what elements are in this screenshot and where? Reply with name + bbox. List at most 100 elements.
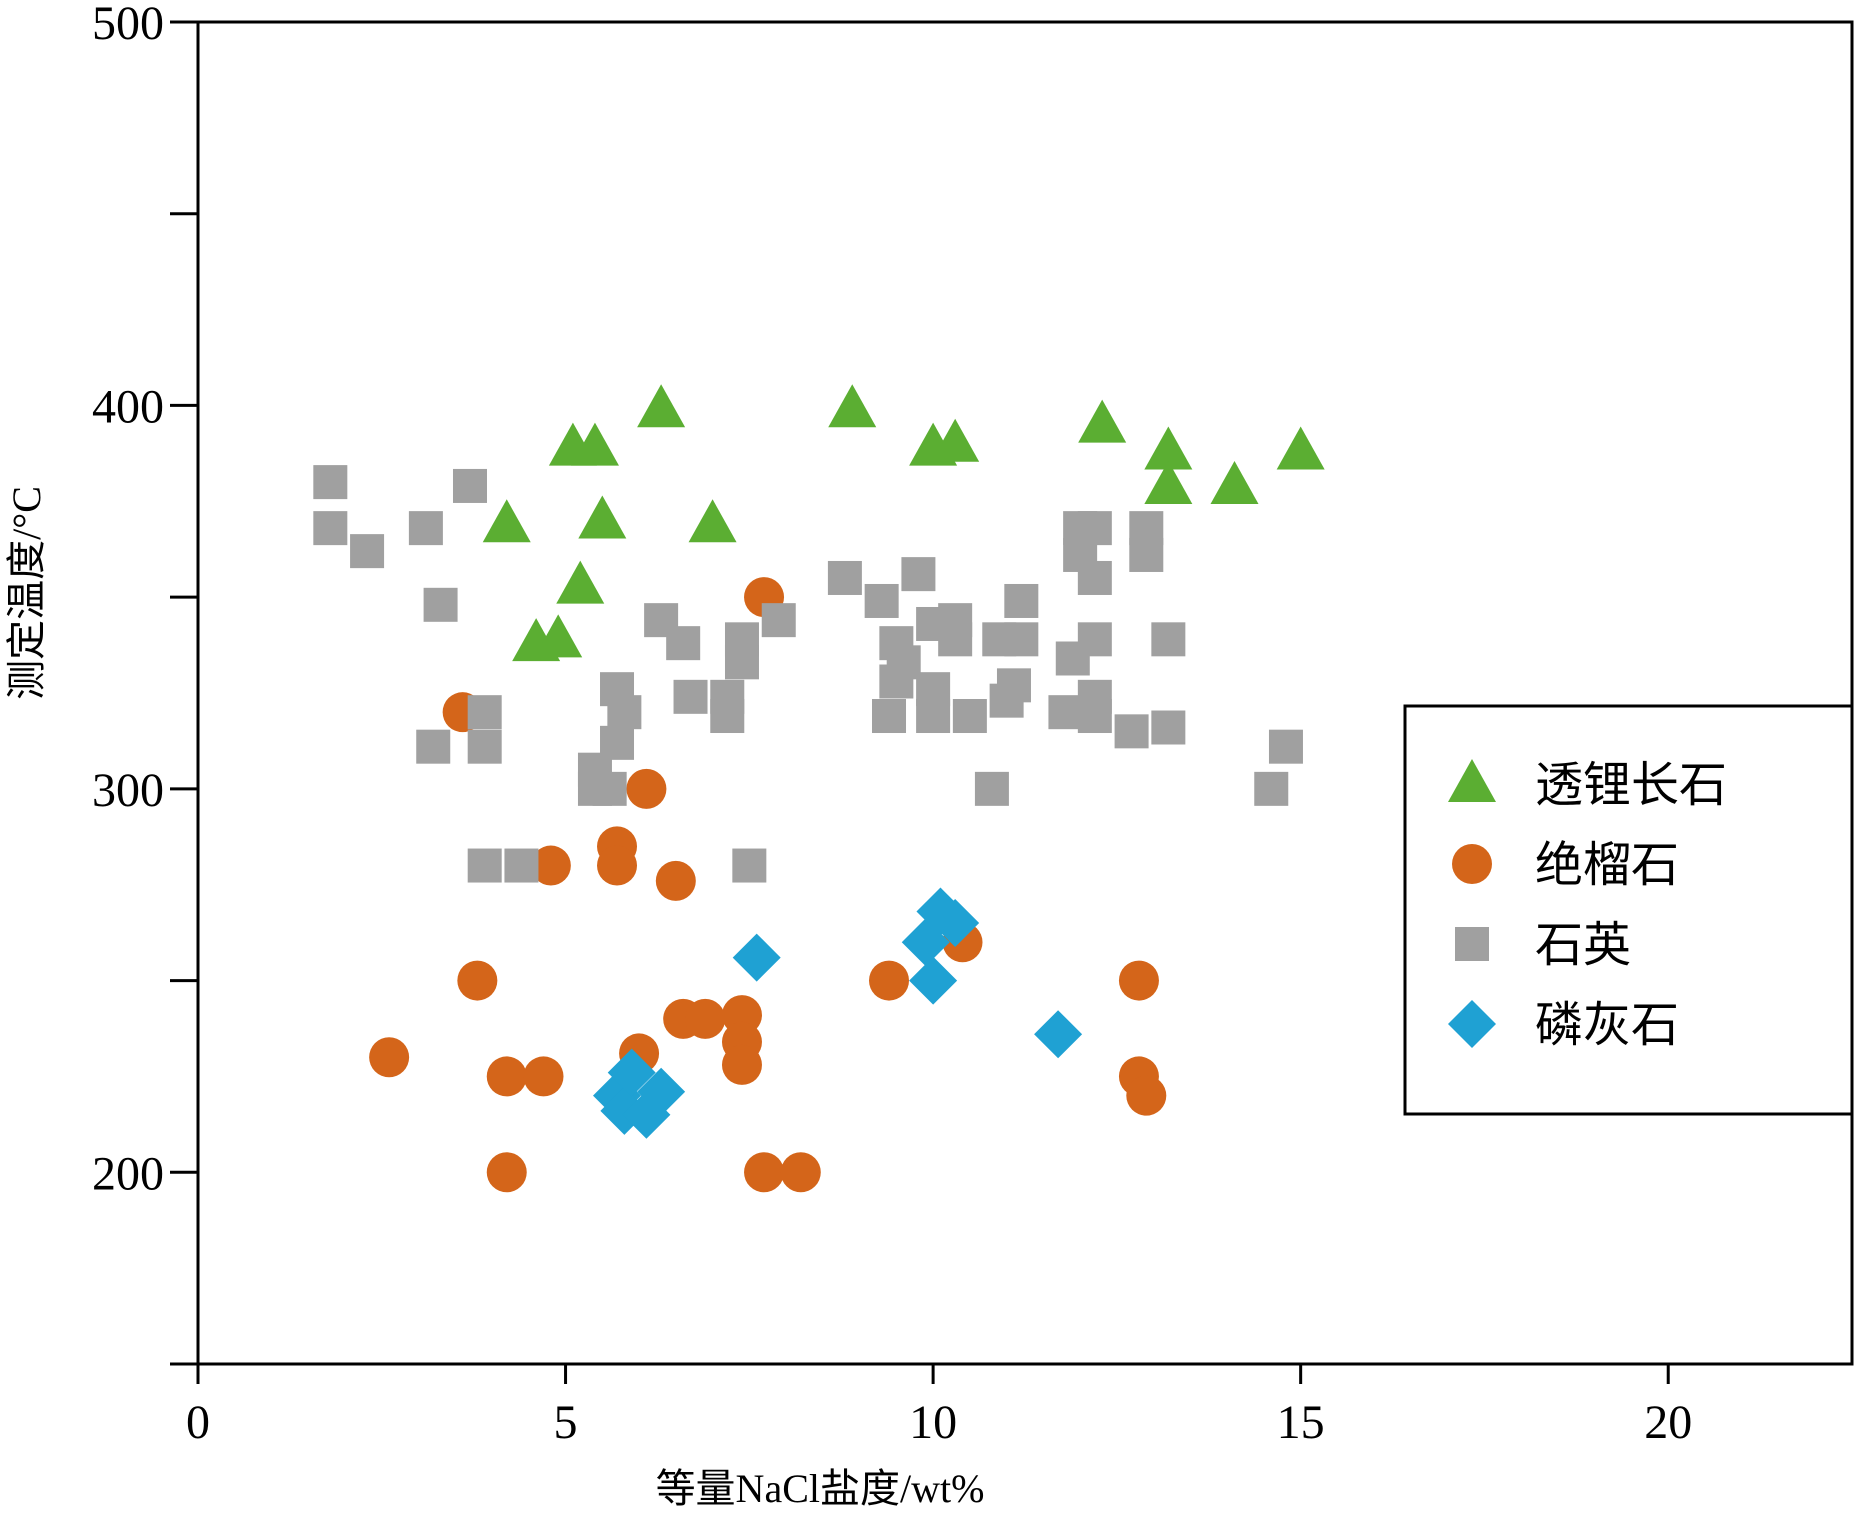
data-point-circle [530, 845, 571, 886]
legend-marker-diamond [1448, 1000, 1496, 1048]
data-point-square [1114, 714, 1149, 749]
legend-marker-triangle [1448, 759, 1496, 802]
data-point-square [732, 848, 767, 883]
legend-item: 石英 [1455, 919, 1631, 972]
data-point-diamond [732, 933, 781, 982]
data-point-diamond [931, 899, 980, 948]
x-tick-label: 20 [1644, 1396, 1692, 1449]
data-point-triangle [570, 422, 619, 466]
legend-marker-circle [1452, 844, 1492, 884]
data-point-diamond [1034, 1010, 1083, 1059]
data-point-square [313, 465, 348, 500]
data-point-square [761, 603, 796, 638]
y-tick-label: 200 [92, 1147, 164, 1200]
data-point-square [1077, 511, 1112, 546]
data-point-square [886, 645, 921, 680]
data-point-triangle [534, 614, 583, 658]
data-point-square [607, 695, 642, 730]
data-point-circle [369, 1037, 410, 1078]
data-point-circle [655, 860, 696, 901]
data-point-triangle [578, 495, 627, 539]
data-point-square [1077, 560, 1112, 595]
data-point-square [1151, 622, 1186, 657]
data-point-triangle [688, 499, 737, 543]
data-point-square [901, 557, 936, 592]
plot-frame [196, 20, 1854, 1366]
series-square [313, 465, 1303, 883]
x-tick-label: 5 [554, 1396, 578, 1449]
data-point-square [872, 699, 907, 734]
data-point-square [974, 771, 1009, 806]
series-circle [369, 577, 1167, 1193]
data-point-triangle [1210, 460, 1259, 504]
data-point-triangle [931, 418, 980, 462]
data-point-square [1004, 583, 1039, 618]
data-point-circle [780, 1152, 821, 1193]
data-point-triangle [637, 384, 686, 428]
legend-item: 绝榴石 [1452, 839, 1679, 892]
x-tick-label: 15 [1277, 1396, 1325, 1449]
data-point-square [916, 699, 951, 734]
data-point-square [864, 583, 899, 618]
data-point-diamond [637, 1067, 686, 1116]
data-point-triangle [828, 384, 877, 428]
data-point-square [467, 695, 502, 730]
data-point-square [1268, 729, 1303, 764]
x-tick-label: 0 [186, 1396, 210, 1449]
data-point-circle [486, 1056, 527, 1097]
y-tick-label: 300 [92, 764, 164, 817]
axis-ticks: 0 5 10 15 20 200 300 400 500 [92, 0, 1692, 1449]
data-point-circle [597, 845, 638, 886]
data-point-square [504, 848, 539, 883]
data-point-square [1129, 537, 1164, 572]
data-point-circle [1118, 960, 1159, 1001]
legend-label: 绝榴石 [1535, 839, 1679, 892]
data-point-circle [626, 768, 667, 809]
data-point-diamond [607, 1048, 656, 1097]
series-triangle [482, 384, 1325, 662]
data-point-square [592, 771, 627, 806]
data-point-circle [721, 1044, 762, 1085]
y-tick-label: 400 [92, 380, 164, 433]
data-point-square [452, 468, 487, 503]
data-point-square [1004, 622, 1039, 657]
x-axis-label: 等量NaCl盐度/wt% [656, 1466, 985, 1511]
data-point-triangle [1144, 426, 1193, 470]
data-point-square [313, 511, 348, 546]
legend-item: 透锂长石 [1448, 759, 1727, 812]
data-point-square [1048, 695, 1083, 730]
data-point-square [350, 534, 385, 569]
legend-item: 磷灰石 [1448, 999, 1679, 1052]
data-point-square [467, 848, 502, 883]
data-point-square [710, 699, 745, 734]
legend-label: 磷灰石 [1535, 999, 1679, 1052]
legend-label: 透锂长石 [1535, 759, 1727, 812]
data-point-square [724, 645, 759, 680]
data-point-circle [457, 960, 498, 1001]
data-point-square [416, 729, 451, 764]
x-tick-label: 10 [909, 1396, 957, 1449]
data-point-circle [486, 1152, 527, 1193]
data-point-square [827, 560, 862, 595]
data-point-circle [1126, 1075, 1167, 1116]
data-point-triangle [556, 560, 605, 604]
data-point-square [1077, 699, 1112, 734]
data-point-triangle [1144, 460, 1193, 504]
data-point-square [600, 725, 635, 760]
data-point-square [666, 626, 701, 661]
data-point-square [1254, 771, 1289, 806]
data-point-circle [523, 1056, 564, 1097]
data-point-circle [869, 960, 910, 1001]
data-point-square [996, 668, 1031, 703]
data-point-circle [744, 1152, 785, 1193]
legend-marker-square [1455, 927, 1489, 961]
legend-label: 石英 [1535, 919, 1631, 972]
y-axis-label: 测定温度/°C [4, 486, 49, 700]
data-point-square [1151, 710, 1186, 745]
y-tick-label: 500 [92, 0, 164, 50]
data-point-triangle [1276, 426, 1325, 470]
data-point-triangle [1078, 399, 1127, 443]
data-points [313, 384, 1325, 1193]
data-point-square [1077, 622, 1112, 657]
